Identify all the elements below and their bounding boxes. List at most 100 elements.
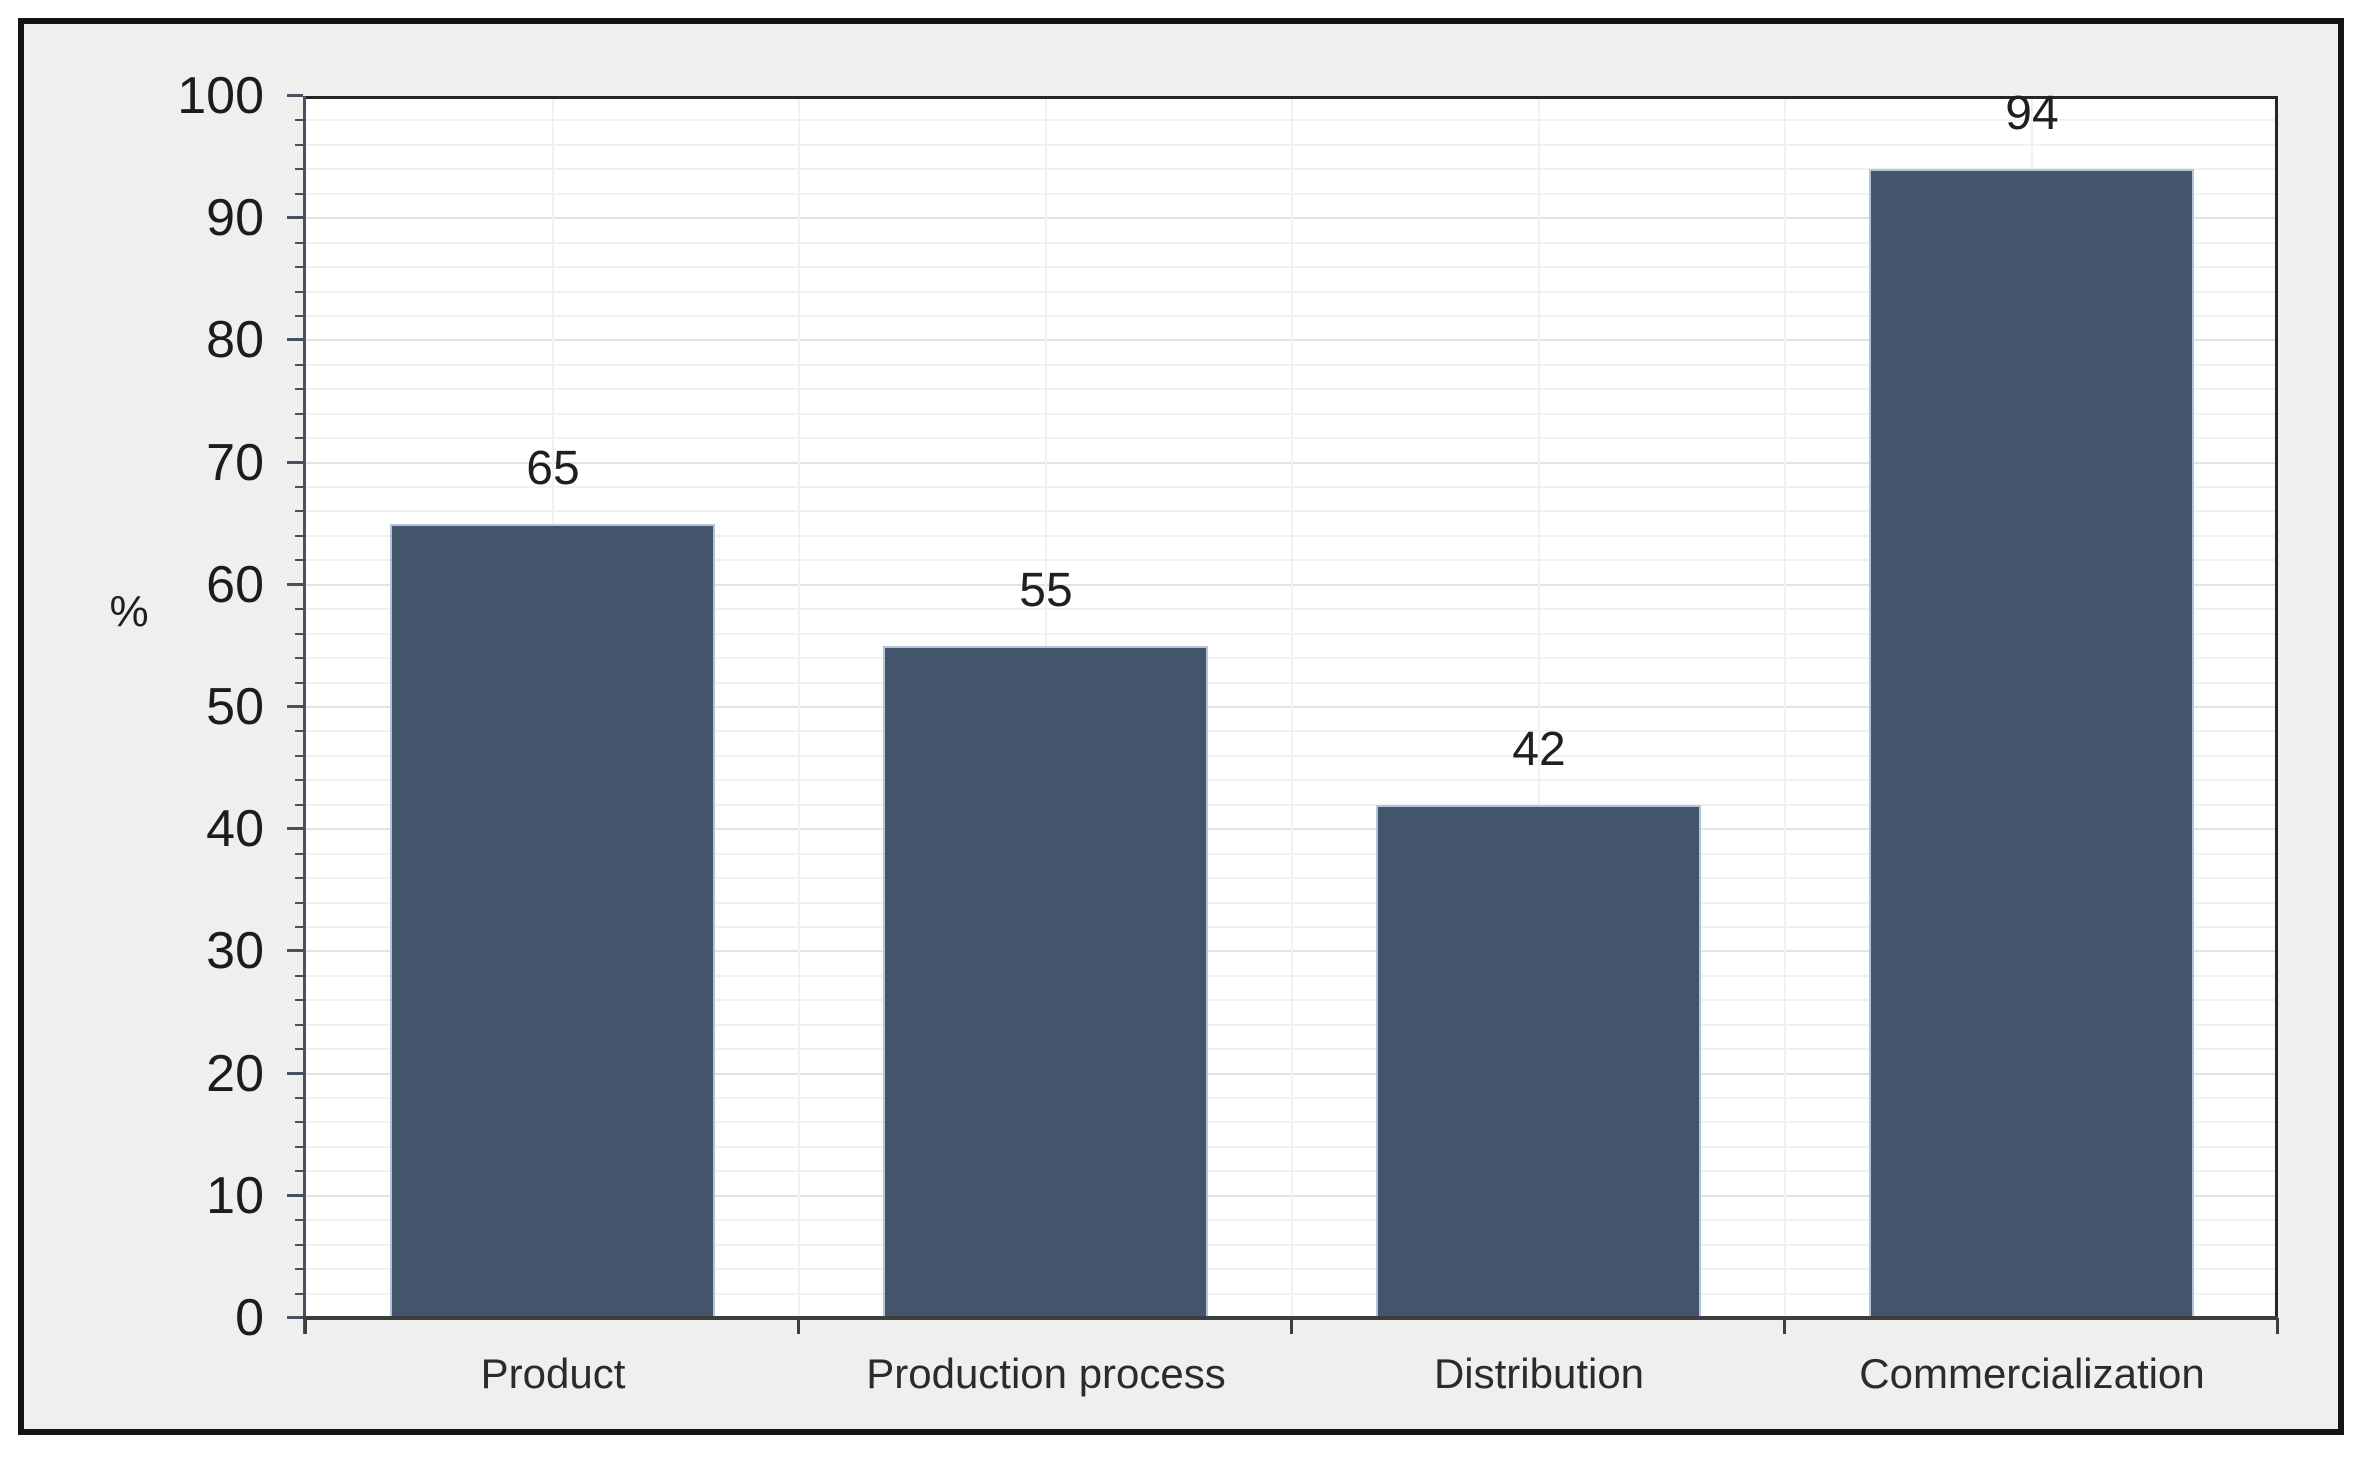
y-tick-label: 10 <box>206 1167 264 1225</box>
y-tick-label: 40 <box>206 800 264 858</box>
gridline-minor <box>306 682 2275 684</box>
bar-value-label: 55 <box>1019 564 1073 617</box>
gridline-major <box>306 706 2275 708</box>
plot-area: 65 55 42 94 <box>306 87 2278 1318</box>
y-axis-major-tick <box>287 827 303 830</box>
gridline-vertical <box>1784 99 1786 1318</box>
gridline-minor <box>306 1268 2275 1270</box>
y-axis-minor-tick <box>295 608 304 610</box>
bar-distribution <box>1376 805 1701 1318</box>
y-tick-label: 90 <box>206 189 264 247</box>
y-axis-minor-tick <box>295 1121 304 1123</box>
gridline-minor <box>306 730 2275 732</box>
y-axis-minor-tick <box>295 119 304 121</box>
gridline-major <box>306 828 2275 830</box>
y-axis-minor-tick <box>295 633 304 635</box>
gridline-minor <box>306 975 2275 977</box>
y-tick-label: 70 <box>206 434 264 492</box>
y-tick-label: 30 <box>206 922 264 980</box>
y-axis-minor-tick <box>295 364 304 366</box>
x-category-label: Distribution <box>1433 1350 1645 1397</box>
y-axis-minor-tick <box>295 266 304 268</box>
y-axis-minor-tick <box>295 779 304 781</box>
y-axis-minor-tick <box>295 437 304 439</box>
bar-product <box>390 524 715 1318</box>
x-axis-tick <box>1290 1318 1293 1334</box>
gridline-minor <box>306 779 2275 781</box>
gridline-minor <box>306 510 2275 512</box>
y-axis-major-tick <box>287 1194 303 1197</box>
x-axis-tick <box>1783 1318 1786 1334</box>
y-axis-major-tick <box>287 94 303 97</box>
y-axis-minor-tick <box>295 755 304 757</box>
y-axis-minor-tick <box>295 510 304 512</box>
y-axis-minor-tick <box>295 388 304 390</box>
gridline-major <box>306 950 2275 952</box>
gridline-minor <box>306 144 2275 146</box>
gridline-major <box>306 217 2275 219</box>
gridline-minor <box>306 1219 2275 1221</box>
gridline-minor <box>306 1097 2275 1099</box>
y-axis-minor-tick <box>295 1146 304 1148</box>
x-axis-tick <box>2276 1318 2279 1334</box>
gridline-minor <box>306 926 2275 928</box>
gridline-major <box>306 584 2275 586</box>
gridline-minor <box>306 193 2275 195</box>
bar-commercialization <box>1869 169 2194 1318</box>
gridline-vertical <box>798 99 800 1318</box>
y-axis-major-tick <box>287 705 303 708</box>
y-axis-minor-tick <box>295 1170 304 1172</box>
y-axis-minor-tick <box>295 315 304 317</box>
x-category-label: Commercialization <box>1859 1350 2205 1397</box>
gridline-minor <box>306 1121 2275 1123</box>
y-axis-major-tick <box>287 1316 303 1319</box>
y-tick-label: 60 <box>206 556 264 614</box>
y-axis-major-tick <box>287 949 303 952</box>
gridline-minor <box>306 804 2275 806</box>
gridline-minor <box>306 119 2275 121</box>
y-axis-minor-tick <box>295 657 304 659</box>
bar-value-label: 42 <box>1512 723 1566 776</box>
gridline-minor <box>306 413 2275 415</box>
y-tick-label: 0 <box>235 1289 264 1347</box>
gridline-minor <box>306 999 2275 1001</box>
gridline-minor <box>306 242 2275 244</box>
gridline-minor <box>306 877 2275 879</box>
y-axis-major-tick <box>287 583 303 586</box>
gridline-major <box>306 1195 2275 1197</box>
gridline-minor <box>306 1024 2275 1026</box>
y-axis-major-tick <box>287 1072 303 1075</box>
gridline-minor <box>306 388 2275 390</box>
y-axis-major-tick <box>287 338 303 341</box>
y-axis-minor-tick <box>295 413 304 415</box>
y-axis-minor-tick <box>295 926 304 928</box>
y-axis-minor-tick <box>295 1293 304 1295</box>
y-axis-minor-tick <box>295 877 304 879</box>
y-axis-minor-tick <box>295 1219 304 1221</box>
gridline-minor <box>306 1170 2275 1172</box>
gridline-minor <box>306 266 2275 268</box>
x-category-label: Product <box>480 1350 626 1397</box>
gridline-minor <box>306 853 2275 855</box>
y-axis-title: % <box>109 587 149 636</box>
gridline-minor <box>306 755 2275 757</box>
bar-value-label: 94 <box>2005 87 2059 140</box>
gridline-minor <box>306 291 2275 293</box>
y-axis-minor-tick <box>295 486 304 488</box>
y-tick-label: 80 <box>206 311 264 369</box>
y-axis-minor-tick <box>295 853 304 855</box>
y-axis-minor-tick <box>295 291 304 293</box>
y-tick-label: 50 <box>206 678 264 736</box>
gridline-minor <box>306 902 2275 904</box>
y-axis-minor-tick <box>295 559 304 561</box>
gridline-major <box>306 462 2275 464</box>
gridline-minor <box>306 437 2275 439</box>
y-axis-minor-tick <box>295 535 304 537</box>
x-category-label: Production process <box>866 1350 1226 1397</box>
y-axis-minor-tick <box>295 1268 304 1270</box>
y-axis-minor-tick <box>295 144 304 146</box>
y-axis-minor-tick <box>295 168 304 170</box>
y-axis-line <box>303 96 306 1334</box>
y-axis-minor-tick <box>295 193 304 195</box>
